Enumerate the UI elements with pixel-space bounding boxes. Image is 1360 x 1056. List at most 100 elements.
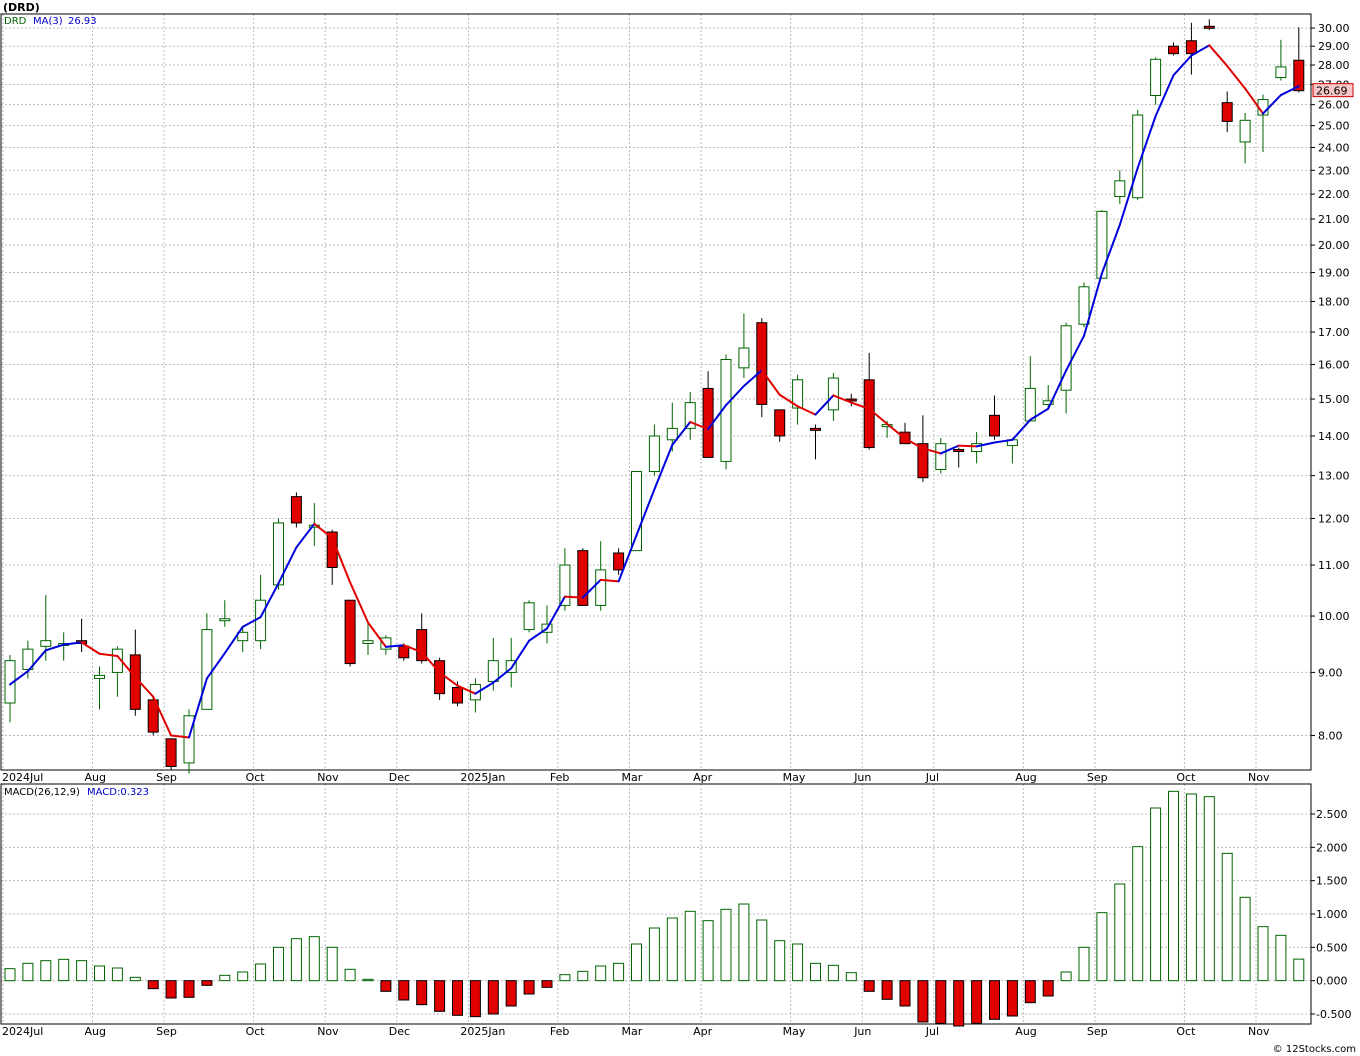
price-x-tick-label: Aug bbox=[85, 771, 106, 784]
candle-body bbox=[1221, 102, 1233, 122]
candle-body bbox=[1042, 400, 1054, 405]
price-tick-label: 12.00 bbox=[1318, 512, 1350, 525]
macd-bar bbox=[1185, 793, 1197, 982]
candle-body bbox=[756, 322, 768, 405]
macd-bar bbox=[792, 943, 804, 982]
ma-segment bbox=[617, 534, 638, 583]
macd-bar bbox=[1114, 883, 1126, 982]
price-x-tick-label: Aug bbox=[1015, 771, 1036, 784]
candle bbox=[362, 621, 374, 655]
macd-bar bbox=[523, 980, 535, 995]
ma-segment bbox=[760, 369, 781, 396]
ma-segment bbox=[886, 422, 906, 440]
candle bbox=[76, 618, 88, 653]
macd-bar bbox=[1275, 934, 1287, 982]
candle bbox=[1221, 91, 1233, 133]
ma-segment bbox=[26, 649, 47, 673]
price-tick-label: 18.00 bbox=[1318, 295, 1350, 308]
candle bbox=[416, 613, 428, 664]
ma-segment bbox=[1262, 94, 1282, 115]
macd-bar bbox=[290, 938, 302, 982]
macd-bar bbox=[1132, 846, 1144, 982]
candle-body bbox=[631, 471, 642, 552]
candle-body bbox=[935, 443, 947, 470]
ma-segment bbox=[420, 651, 441, 674]
macd-bar bbox=[326, 946, 338, 982]
macd-x-tick-label: Oct bbox=[1176, 1025, 1196, 1038]
ma-segment bbox=[241, 616, 262, 628]
candle bbox=[290, 492, 302, 528]
candle bbox=[1185, 22, 1197, 75]
macd-bar bbox=[541, 980, 553, 988]
candle bbox=[165, 738, 177, 770]
ma-segment bbox=[528, 627, 548, 642]
macd-bar bbox=[953, 980, 965, 1027]
ma-segment bbox=[814, 394, 835, 416]
candlesticks bbox=[4, 19, 1305, 774]
macd-bar bbox=[1168, 790, 1179, 982]
candle-body bbox=[255, 599, 267, 642]
ma-segment bbox=[492, 667, 513, 684]
ma-segment bbox=[904, 437, 924, 450]
ma-segment bbox=[474, 681, 495, 695]
ma-segment bbox=[563, 595, 584, 599]
ma-segment bbox=[635, 488, 656, 537]
ma-segment bbox=[993, 438, 1014, 444]
macd-bar bbox=[1293, 958, 1305, 982]
candle-body bbox=[577, 550, 589, 606]
price-x-tick-label: Dec bbox=[389, 771, 410, 784]
candle bbox=[559, 548, 571, 611]
macd-bar bbox=[183, 980, 195, 998]
candle-body bbox=[165, 738, 177, 767]
candle-body bbox=[487, 660, 499, 682]
price-tick-label: 22.00 bbox=[1318, 188, 1350, 201]
candle-body bbox=[452, 687, 463, 704]
macd-bar bbox=[201, 980, 213, 986]
candle-body bbox=[1114, 180, 1126, 198]
macd-bar bbox=[344, 968, 356, 982]
ma-segment bbox=[62, 641, 83, 646]
candle bbox=[684, 391, 696, 440]
price-x-tick-label: Nov bbox=[317, 771, 339, 784]
candle bbox=[971, 432, 983, 464]
macd-bar bbox=[237, 971, 249, 982]
ma-segment bbox=[1100, 223, 1121, 275]
price-tick-label: 14.00 bbox=[1318, 430, 1350, 443]
ma-segment bbox=[1190, 44, 1211, 57]
ma-segment bbox=[868, 407, 889, 425]
price-tick-label: 26.00 bbox=[1318, 99, 1350, 112]
macd-bar bbox=[76, 960, 88, 982]
macd-tick-label: 2.000 bbox=[1316, 841, 1348, 854]
price-panel-frame bbox=[0, 13, 1312, 771]
macd-bar bbox=[147, 980, 159, 990]
symbol-label: DRD bbox=[4, 16, 27, 27]
ma-segment bbox=[205, 652, 226, 680]
ma-segment bbox=[1208, 44, 1229, 67]
macd-bar bbox=[631, 943, 642, 982]
candle bbox=[1168, 42, 1179, 56]
macd-tick-label: 1.000 bbox=[1316, 908, 1348, 921]
candle bbox=[1096, 210, 1108, 279]
candle-body bbox=[810, 427, 821, 431]
candle-body bbox=[989, 414, 1000, 437]
ma-segment bbox=[259, 582, 280, 619]
macd-bar bbox=[487, 980, 499, 1015]
macd-tick-label: 0.000 bbox=[1316, 975, 1348, 988]
candle-body bbox=[1078, 286, 1090, 325]
price-tick-label: 11.00 bbox=[1318, 559, 1350, 572]
price-tick-label: 28.00 bbox=[1318, 59, 1350, 72]
price-x-tick-label: May bbox=[783, 771, 806, 784]
candle-body bbox=[684, 402, 696, 429]
copyright: © 12Stocks.com bbox=[1273, 1044, 1356, 1055]
macd-tick-label: 0.500 bbox=[1316, 941, 1348, 954]
candle bbox=[1024, 356, 1036, 422]
macd-bar bbox=[899, 980, 911, 1007]
macd-bar bbox=[219, 974, 231, 982]
macd-x-tick-label: Sep bbox=[156, 1025, 177, 1038]
ma-segment bbox=[98, 652, 119, 658]
ma-segment bbox=[1118, 166, 1139, 226]
macd-histogram bbox=[4, 790, 1305, 1027]
macd-bar bbox=[648, 927, 660, 982]
candle bbox=[273, 518, 284, 590]
candle-body bbox=[22, 648, 34, 670]
